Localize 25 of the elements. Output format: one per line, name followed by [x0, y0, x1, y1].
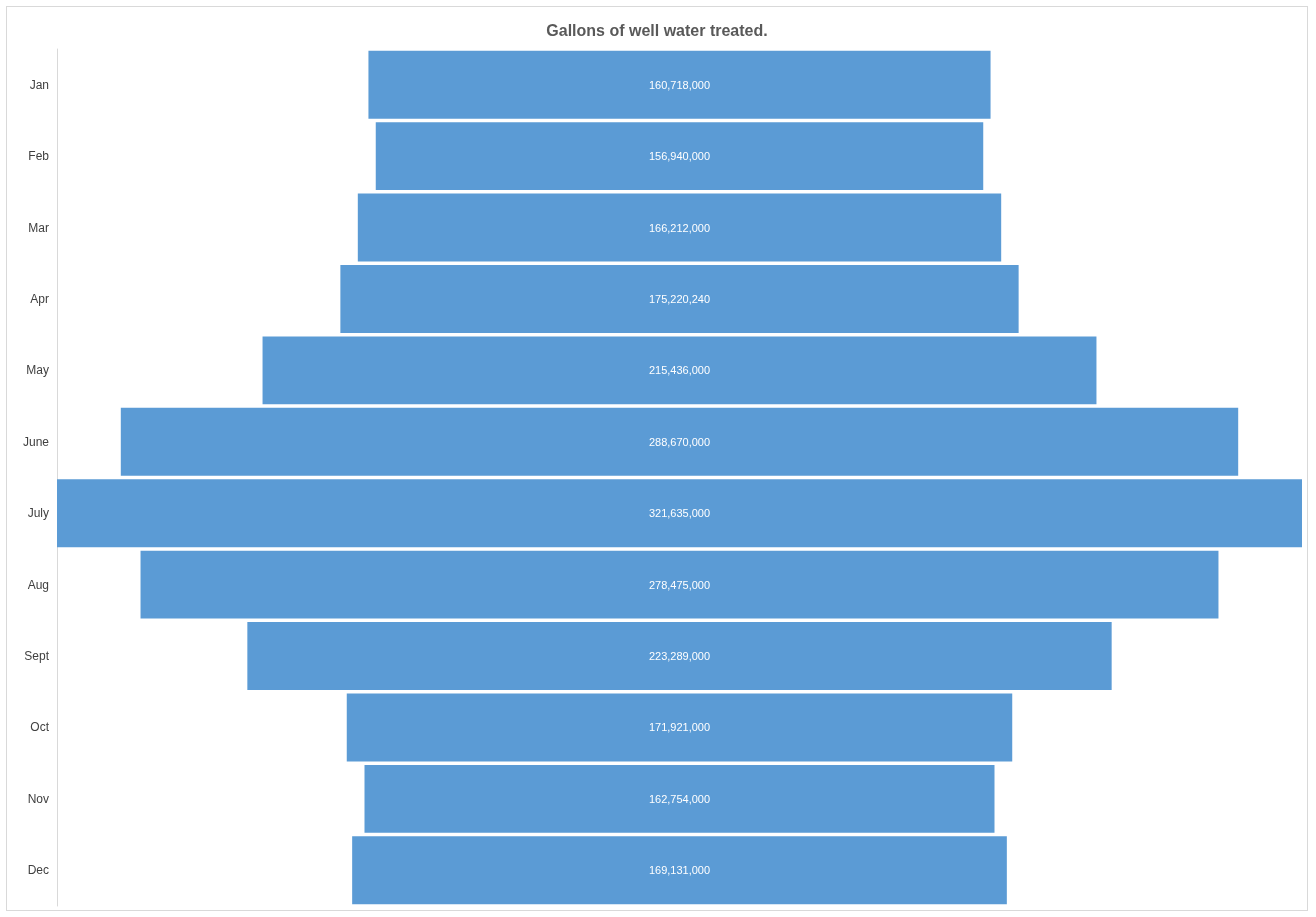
category-label: June [22, 434, 50, 449]
data-label: 171,921,000 [648, 721, 711, 734]
data-label: 223,289,000 [648, 650, 711, 663]
category-label: Aug [27, 577, 49, 592]
data-label: 156,940,000 [648, 150, 711, 163]
data-label: 288,670,000 [648, 435, 711, 448]
data-label: 160,718,000 [648, 78, 711, 91]
category-label: May [26, 363, 49, 378]
data-label: 278,475,000 [648, 578, 711, 591]
data-label: 175,220,240 [648, 292, 711, 305]
data-label: 321,635,000 [648, 507, 711, 520]
category-label: Sept [24, 649, 50, 664]
text: Gallons of well water treated. [546, 21, 768, 39]
category-label: July [27, 506, 49, 521]
data-label: 162,754,000 [648, 792, 711, 805]
data-label: 215,436,000 [648, 364, 711, 377]
data-label: 166,212,000 [648, 221, 711, 234]
category-label: Apr [30, 291, 49, 306]
category-label: Dec [27, 863, 49, 878]
category-label: Nov [27, 791, 49, 806]
category-label: Jan [29, 77, 49, 92]
category-label: Mar [28, 220, 49, 235]
category-label: Oct [30, 720, 50, 735]
data-label: 169,131,000 [648, 864, 711, 877]
category-label: Feb [28, 149, 50, 164]
